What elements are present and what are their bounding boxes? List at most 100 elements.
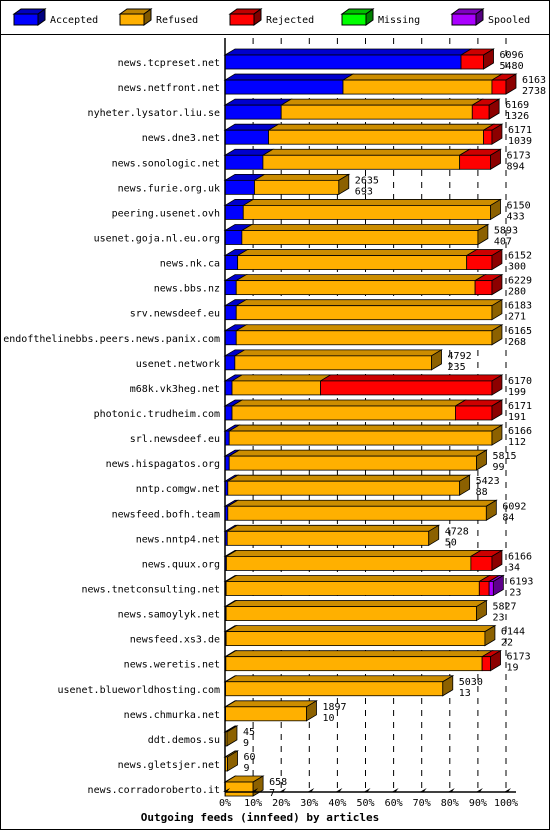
- bar-refused-top: [279, 98, 484, 106]
- bar-refused: [227, 480, 461, 496]
- total-label: 5827: [492, 602, 516, 613]
- category-label: usenet.blueworldhosting.com: [57, 685, 220, 696]
- bar-refused: [235, 330, 493, 346]
- bar-refused: [228, 430, 493, 446]
- bar-end-cap: [459, 474, 471, 496]
- category-label: news.quux.org: [142, 559, 220, 570]
- legend-swatch: [119, 13, 145, 26]
- bar-row: endofthelinebbs.peers.news.panix.com 6165…: [3, 324, 532, 348]
- bar-end-cap: [476, 449, 487, 471]
- bar-refused: [242, 205, 491, 220]
- total-label: 6183: [508, 301, 532, 312]
- bar-refused-top: [253, 173, 351, 181]
- x-tick-mark: [447, 788, 455, 792]
- category-label: endofthelinebbs.peers.news.panix.com: [3, 334, 220, 345]
- accepted-count-label: 34: [508, 562, 520, 573]
- accepted-count-label: 280: [508, 287, 526, 298]
- category-label: news.chmurka.net: [124, 710, 220, 721]
- category-label: nyheter.lysator.liu.se: [88, 108, 220, 119]
- bar-refused: [234, 355, 432, 371]
- bar-rejected: [483, 129, 493, 145]
- category-label: ddt.demos.su: [148, 735, 220, 746]
- total-label: 5815: [492, 451, 516, 462]
- legend-swatch: [13, 13, 39, 26]
- legend-label: Refused: [156, 15, 198, 26]
- bar-accepted: [224, 205, 244, 220]
- bar-refused-top: [236, 249, 479, 256]
- bar-rejected: [466, 255, 493, 270]
- legend-label: Missing: [378, 15, 420, 26]
- bar-end-cap: [477, 223, 489, 246]
- x-axis-title: Outgoing feeds (innfeed) by articles: [141, 811, 379, 824]
- bar-accepted: [224, 179, 255, 195]
- bar-end-cap: [485, 499, 497, 521]
- bar-refused: [235, 280, 476, 296]
- bar-refused: [228, 455, 477, 471]
- accepted-count-label: 693: [355, 186, 373, 197]
- bar-refused: [231, 380, 321, 396]
- bar-refused: [231, 405, 456, 421]
- category-label: news.gletsjer.net: [118, 760, 220, 771]
- x-tick-mark: [279, 788, 287, 792]
- bar-refused: [280, 104, 473, 120]
- x-tick-mark: [475, 788, 483, 792]
- bar-end-cap: [226, 725, 238, 747]
- accepted-count-label: 199: [508, 387, 526, 398]
- bar-end-cap: [227, 750, 238, 772]
- bar-rejected: [460, 54, 484, 70]
- category-label: photonic.trudheim.com: [94, 409, 220, 420]
- category-label: nntp.comgw.net: [136, 484, 220, 495]
- bar-end-cap: [491, 324, 503, 346]
- accepted-count-label: 7: [269, 788, 275, 799]
- category-label: newsfeed.bofh.team: [112, 509, 220, 520]
- bar-refused-top: [234, 324, 504, 332]
- accepted-count-label: 433: [507, 211, 525, 222]
- bar-end-cap: [491, 123, 503, 145]
- x-tick-label: 30%: [300, 798, 318, 809]
- accepted-count-label: 9: [244, 763, 250, 774]
- bar-accepted: [224, 79, 344, 95]
- x-tick-label: 10%: [244, 798, 262, 809]
- accepted-count-label: 235: [448, 362, 466, 373]
- category-label: news.nk.ca: [160, 259, 220, 270]
- bar-row: ddt.demos.su 459: [148, 725, 255, 749]
- bar-refused: [254, 179, 340, 195]
- accepted-count-label: 5480: [500, 61, 524, 72]
- bar-refused: [225, 656, 483, 672]
- bar-end-cap: [491, 549, 503, 572]
- bar-refused-top: [225, 524, 441, 532]
- accepted-count-label: 191: [508, 412, 526, 423]
- x-tick-mark: [391, 788, 399, 792]
- category-label: news.tcpreset.net: [118, 58, 220, 69]
- x-tick-label: 100%: [494, 798, 518, 809]
- bar-refused-top: [234, 274, 487, 282]
- legend-label: Rejected: [266, 15, 314, 26]
- bar-refused: [262, 154, 461, 170]
- category-label: news.furie.org.uk: [118, 183, 220, 194]
- total-label: 6166: [508, 426, 532, 437]
- accepted-count-label: 23: [509, 587, 521, 598]
- category-label: peering.usenet.ovh: [112, 208, 220, 219]
- accepted-count-label: 271: [508, 312, 526, 323]
- x-tick-mark: [307, 788, 315, 792]
- bar-accepted: [224, 405, 233, 421]
- bar-accepted: [224, 230, 243, 245]
- total-label: 658: [269, 777, 287, 788]
- total-label: 1897: [322, 702, 346, 713]
- bar-accepted: [224, 280, 237, 296]
- bar-refused-top: [267, 123, 495, 131]
- category-label: srl.newsdeef.eu: [130, 434, 220, 445]
- bar-refused-top: [241, 199, 502, 206]
- total-label: 4728: [445, 526, 469, 537]
- legend-label: Spooled: [488, 15, 530, 26]
- bar-accepted: [224, 380, 233, 396]
- category-label: news.hispagatos.org: [106, 459, 220, 470]
